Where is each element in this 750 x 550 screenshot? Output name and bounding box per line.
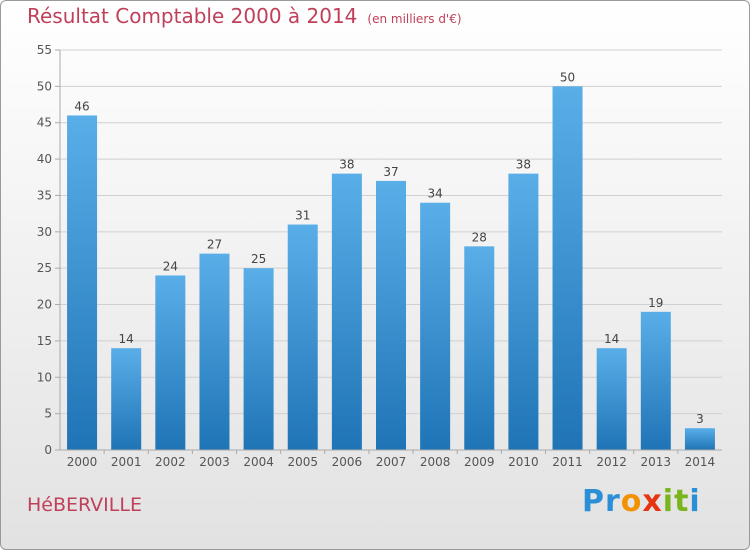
data-label: 24 bbox=[163, 259, 178, 273]
data-label: 25 bbox=[251, 252, 266, 266]
bar bbox=[287, 224, 318, 450]
x-tick-label: 2014 bbox=[685, 455, 716, 469]
y-tick-label: 50 bbox=[37, 79, 52, 93]
data-label: 19 bbox=[648, 296, 663, 310]
bar bbox=[508, 173, 539, 451]
bar bbox=[155, 275, 186, 450]
data-label: 37 bbox=[383, 165, 398, 179]
x-tick-label: 2007 bbox=[376, 455, 407, 469]
data-label: 46 bbox=[74, 99, 89, 113]
x-tick-label: 2003 bbox=[199, 455, 230, 469]
x-tick-label: 2009 bbox=[464, 455, 495, 469]
logo-letter: x bbox=[642, 484, 663, 519]
title-text: Résultat Comptable 2000 à 2014 bbox=[27, 4, 358, 28]
bars: 46 14 24 27 25 31 38 37 34 28 38 50 14 19 3 bbox=[67, 70, 715, 451]
data-label: 38 bbox=[516, 158, 531, 172]
bar bbox=[552, 86, 583, 450]
bar bbox=[111, 348, 142, 450]
data-label: 14 bbox=[604, 332, 619, 346]
data-label: 28 bbox=[472, 230, 487, 244]
data-label: 34 bbox=[427, 187, 442, 201]
y-axis: 0 5 10 15 20 25 30 35 40 45 50 55 bbox=[37, 43, 61, 457]
y-tick-label: 55 bbox=[37, 43, 52, 57]
data-label: 50 bbox=[560, 70, 575, 84]
town-name: HéBERVILLE bbox=[27, 494, 142, 516]
data-label: 38 bbox=[339, 158, 354, 172]
x-axis: 2000 2001 2002 2003 2004 2005 2006 2007 2008 2009… bbox=[60, 449, 722, 469]
x-tick-label: 2005 bbox=[287, 455, 318, 469]
y-tick-label: 15 bbox=[37, 334, 52, 348]
data-label: 27 bbox=[207, 238, 222, 252]
chart-title: Résultat Comptable 2000 à 2014 (en millie… bbox=[27, 4, 462, 28]
bar bbox=[243, 268, 274, 450]
bar bbox=[199, 253, 230, 450]
y-tick-label: 30 bbox=[37, 225, 52, 239]
logo-letter: i bbox=[689, 484, 701, 519]
logo-letter: i bbox=[662, 484, 675, 519]
logo-letter: P bbox=[582, 484, 605, 519]
logo-letter: r bbox=[605, 484, 621, 519]
bar bbox=[67, 115, 98, 451]
unit-text: (en milliers d'€) bbox=[367, 12, 462, 26]
x-tick-label: 2012 bbox=[596, 455, 627, 469]
x-tick-label: 2000 bbox=[67, 455, 98, 469]
x-tick-label: 2004 bbox=[243, 455, 274, 469]
bar bbox=[420, 202, 451, 450]
y-tick-label: 0 bbox=[44, 443, 52, 457]
y-tick-label: 5 bbox=[44, 407, 52, 421]
y-tick-label: 45 bbox=[37, 116, 52, 130]
x-tick-label: 2013 bbox=[641, 455, 672, 469]
y-tick-label: 35 bbox=[37, 188, 52, 202]
logo-letter: o bbox=[620, 484, 643, 519]
y-tick-label: 25 bbox=[37, 261, 52, 275]
x-tick-label: 2008 bbox=[420, 455, 451, 469]
bar bbox=[331, 173, 362, 451]
x-tick-label: 2001 bbox=[111, 455, 142, 469]
bar bbox=[640, 311, 671, 450]
data-label: 3 bbox=[696, 412, 704, 426]
data-label: 14 bbox=[119, 332, 134, 346]
x-tick-label: 2002 bbox=[155, 455, 186, 469]
x-tick-label: 2011 bbox=[552, 455, 583, 469]
logo-letter: t bbox=[674, 484, 690, 519]
bar bbox=[464, 246, 495, 450]
bar bbox=[596, 348, 627, 450]
data-label: 31 bbox=[295, 209, 310, 223]
proxiti-logo: Proxiti bbox=[582, 484, 701, 519]
y-tick-label: 40 bbox=[37, 152, 52, 166]
y-tick-label: 20 bbox=[37, 298, 52, 312]
bar bbox=[376, 180, 406, 450]
x-tick-label: 2010 bbox=[508, 455, 539, 469]
y-tick-label: 10 bbox=[37, 370, 52, 384]
x-tick-label: 2006 bbox=[332, 455, 363, 469]
bar bbox=[684, 428, 715, 450]
